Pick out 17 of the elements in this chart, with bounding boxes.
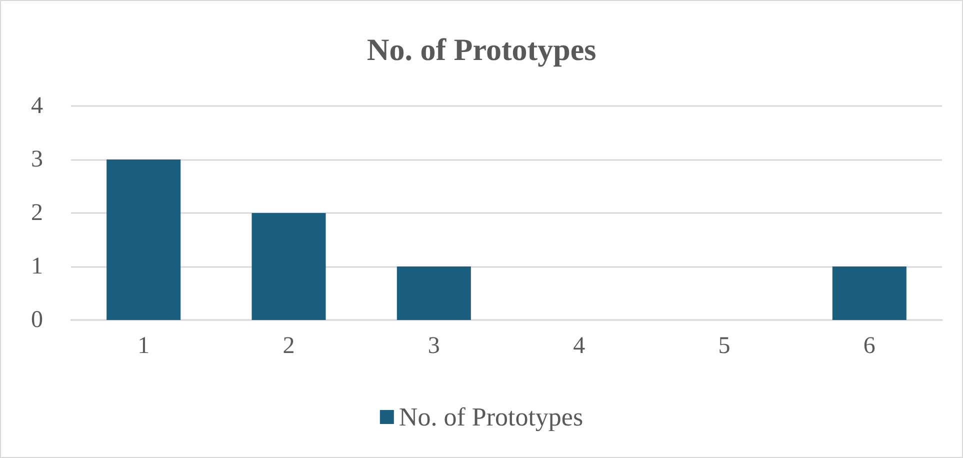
y-tick-label: 4	[31, 93, 43, 119]
bar	[832, 266, 906, 320]
x-tick-label: 1	[138, 333, 150, 359]
x-tick-label: 4	[573, 333, 586, 359]
bar	[252, 213, 326, 320]
y-tick-label: 2	[31, 200, 43, 226]
x-tick-label: 5	[718, 333, 730, 359]
y-tick-label: 1	[31, 254, 43, 280]
x-tick-label: 3	[428, 333, 440, 359]
x-tick-label: 6	[863, 333, 876, 359]
x-tick-label: 2	[282, 333, 295, 359]
y-tick-label: 3	[31, 146, 43, 172]
bar	[106, 160, 181, 320]
y-tick-label: 0	[31, 307, 43, 333]
chart-title: No. of Prototypes	[366, 32, 596, 67]
legend-label: No. of Prototypes	[398, 402, 584, 432]
bar	[396, 266, 471, 320]
